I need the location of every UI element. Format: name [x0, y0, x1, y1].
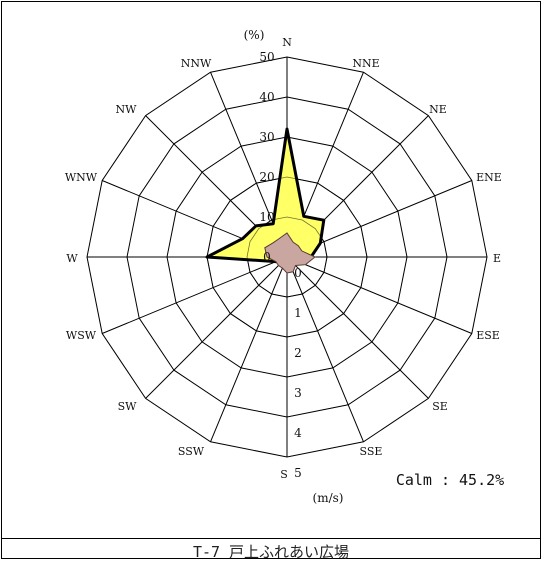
frequency-tick-label: 0 [263, 250, 271, 264]
speed-unit-label: (m/s) [313, 491, 344, 505]
frequency-tick-label: 40 [259, 90, 274, 104]
grid-spoke [286, 256, 429, 399]
series-layer [205, 127, 368, 338]
frequency-polygon [205, 127, 326, 265]
direction-label-wnw: WNW [65, 171, 98, 184]
direction-label-s: S [280, 468, 288, 481]
direction-label-e: E [493, 252, 501, 265]
direction-label-nw: NW [116, 103, 138, 116]
calm-label: Calm : 45.2% [396, 471, 504, 489]
grid-spoke [210, 256, 288, 442]
direction-label-nne: NNE [352, 57, 379, 70]
direction-label-ene: ENE [476, 171, 502, 184]
frequency-tick-label: 50 [259, 50, 274, 64]
speed-tick-label: 3 [294, 386, 302, 400]
direction-label-se: SE [432, 400, 448, 413]
speed-tick-label: 2 [294, 346, 302, 360]
grid-spoke [286, 256, 472, 334]
chart-caption: T-7 戸上ふれあい広場 [192, 543, 350, 561]
frequency-unit-label: (%) [244, 28, 265, 42]
wind-rose-chart: NNNENEENEEESESESSESSSWSWWSWWWNWNWNNW0102… [65, 28, 504, 505]
direction-label-ese: ESE [476, 329, 500, 342]
direction-label-sse: SSE [360, 445, 383, 458]
speed-polygon [264, 232, 316, 274]
direction-label-ne: NE [429, 103, 447, 116]
grid-spoke [102, 256, 288, 334]
direction-label-sw: SW [118, 400, 138, 413]
direction-label-n: N [282, 36, 292, 49]
frequency-tick-label: 30 [259, 130, 274, 144]
grid-ring-overlay [246, 216, 328, 298]
frequency-tick-label: 10 [259, 210, 274, 224]
frequency-tick-label: 20 [259, 170, 274, 184]
polar-grid [86, 56, 488, 458]
caption-box: T-7 戸上ふれあい広場 [1, 538, 541, 561]
direction-label-ssw: SSW [178, 445, 205, 458]
speed-tick-label: 0 [294, 266, 302, 280]
speed-tick-label: 5 [294, 466, 302, 480]
grid-spoke [145, 256, 288, 399]
speed-tick-label: 1 [294, 306, 302, 320]
grid-ring-overlay [206, 176, 368, 338]
speed-tick-label: 4 [294, 426, 302, 440]
label-layer: NNNENEENEEESESESSESSSWSWWSWWWNWNWNNW0102… [65, 36, 502, 481]
direction-label-nnw: NNW [181, 57, 212, 70]
grid-spoke [286, 256, 364, 442]
direction-label-wsw: WSW [66, 329, 97, 342]
direction-label-w: W [66, 252, 78, 265]
